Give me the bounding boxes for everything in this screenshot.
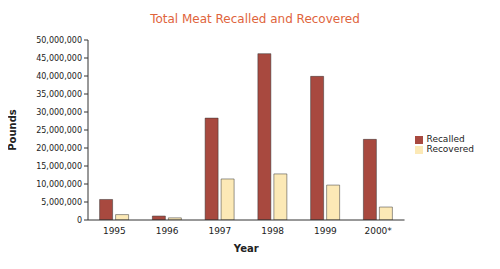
svg-text:1996: 1996 xyxy=(156,226,179,236)
svg-text:5,000,000: 5,000,000 xyxy=(41,198,82,207)
html-text:Recovered: Recovered xyxy=(426,144,474,154)
svg-text:45,000,000: 45,000,000 xyxy=(36,54,82,63)
svg-text:1999: 1999 xyxy=(314,226,337,236)
svg-text:2000*: 2000* xyxy=(364,226,392,236)
svg-text:0: 0 xyxy=(77,216,82,225)
html-text:Total Meat Recalled and Recove: Total Meat Recalled and Recovered xyxy=(150,12,360,26)
svg-text:10,000,000: 10,000,000 xyxy=(36,180,82,189)
svg-text:1997: 1997 xyxy=(208,226,231,236)
svg-text:40,000,000: 40,000,000 xyxy=(36,72,82,81)
svg-text:50,000,000: 50,000,000 xyxy=(36,36,82,45)
svg-text:25,000,000: 25,000,000 xyxy=(36,126,82,135)
svg-text:Year: Year xyxy=(233,243,259,254)
svg-text:20,000,000: 20,000,000 xyxy=(36,144,82,153)
svg-text:Pounds: Pounds xyxy=(8,109,18,151)
svg-text:1995: 1995 xyxy=(103,226,126,236)
html-text:Recalled: Recalled xyxy=(426,134,465,144)
svg-text:15,000,000: 15,000,000 xyxy=(36,162,82,171)
svg-text:1998: 1998 xyxy=(261,226,284,236)
svg-text:30,000,000: 30,000,000 xyxy=(36,108,82,117)
svg-text:35,000,000: 35,000,000 xyxy=(36,90,82,99)
